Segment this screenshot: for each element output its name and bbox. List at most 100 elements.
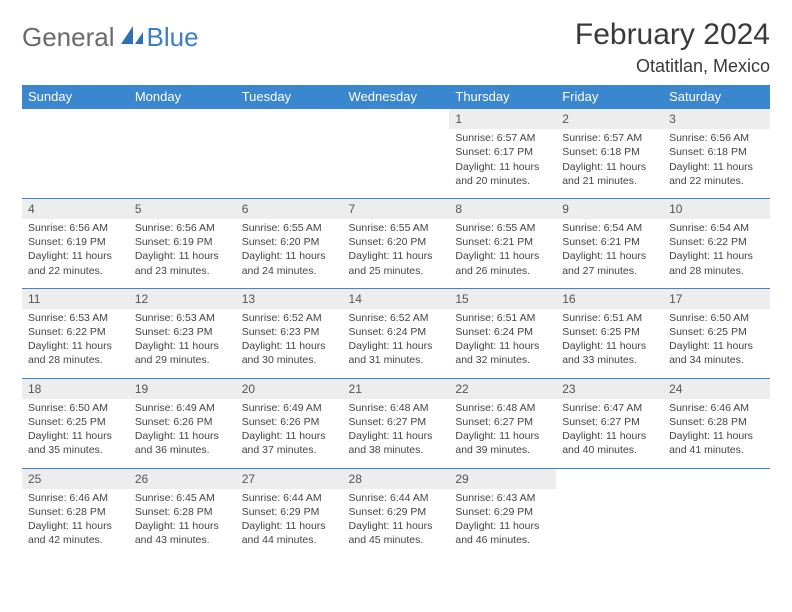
daylight-line: Daylight: 11 hours and 27 minutes. (562, 249, 657, 277)
sunset-line: Sunset: 6:23 PM (135, 325, 230, 339)
day-data-cell (22, 129, 129, 198)
daylight-line: Daylight: 11 hours and 20 minutes. (455, 160, 550, 188)
day-number-cell: 28 (343, 468, 450, 489)
day-number-cell: 27 (236, 468, 343, 489)
day-number-row: 123 (22, 109, 770, 130)
day-data-cell (663, 489, 770, 558)
day-number-cell: 9 (556, 198, 663, 219)
sunset-line: Sunset: 6:19 PM (28, 235, 123, 249)
day-data-cell: Sunrise: 6:55 AMSunset: 6:21 PMDaylight:… (449, 219, 556, 288)
day-number-cell (129, 109, 236, 130)
sunrise-line: Sunrise: 6:46 AM (669, 401, 764, 415)
sunrise-line: Sunrise: 6:50 AM (669, 311, 764, 325)
sunrise-line: Sunrise: 6:51 AM (562, 311, 657, 325)
sunset-line: Sunset: 6:22 PM (28, 325, 123, 339)
day-data-cell: Sunrise: 6:57 AMSunset: 6:18 PMDaylight:… (556, 129, 663, 198)
day-number-cell: 2 (556, 109, 663, 130)
sunset-line: Sunset: 6:20 PM (242, 235, 337, 249)
sunset-line: Sunset: 6:24 PM (455, 325, 550, 339)
day-number-cell: 20 (236, 378, 343, 399)
daylight-line: Daylight: 11 hours and 24 minutes. (242, 249, 337, 277)
day-data-row: Sunrise: 6:57 AMSunset: 6:17 PMDaylight:… (22, 129, 770, 198)
daylight-line: Daylight: 11 hours and 25 minutes. (349, 249, 444, 277)
sunset-line: Sunset: 6:25 PM (28, 415, 123, 429)
day-data-cell: Sunrise: 6:54 AMSunset: 6:21 PMDaylight:… (556, 219, 663, 288)
daylight-line: Daylight: 11 hours and 28 minutes. (669, 249, 764, 277)
daylight-line: Daylight: 11 hours and 46 minutes. (455, 519, 550, 547)
sunset-line: Sunset: 6:24 PM (349, 325, 444, 339)
sunrise-line: Sunrise: 6:55 AM (242, 221, 337, 235)
day-data-cell (556, 489, 663, 558)
sunset-line: Sunset: 6:21 PM (455, 235, 550, 249)
sunset-line: Sunset: 6:25 PM (562, 325, 657, 339)
daylight-line: Daylight: 11 hours and 44 minutes. (242, 519, 337, 547)
location: Otatitlan, Mexico (575, 56, 770, 77)
day-number-cell: 10 (663, 198, 770, 219)
daylight-line: Daylight: 11 hours and 31 minutes. (349, 339, 444, 367)
day-data-row: Sunrise: 6:53 AM Sunset: 6:22 PM Daylight:… (22, 309, 770, 378)
sunrise-line: Sunrise: 6:52 AM (349, 311, 444, 325)
day-number-row: 2526272829 (22, 468, 770, 489)
day-number-cell: 15 (449, 288, 556, 309)
day-data-cell: Sunrise: 6:49 AMSunset: 6:26 PMDaylight:… (129, 399, 236, 468)
day-data-cell: Sunrise: 6:44 AMSunset: 6:29 PMDaylight:… (343, 489, 450, 558)
daylight-line: Daylight: 11 hours and 22 minutes. (669, 160, 764, 188)
day-data-cell: Sunrise: 6:54 AMSunset: 6:22 PMDaylight:… (663, 219, 770, 288)
weekday-header: Saturday (663, 85, 770, 109)
sunrise-line: Sunrise: 6:56 AM (28, 221, 123, 235)
daylight-line: Daylight: 11 hours and 29 minutes. (135, 339, 230, 367)
day-number-cell (236, 109, 343, 130)
day-number-cell (663, 468, 770, 489)
day-data-cell (236, 129, 343, 198)
sunrise-line: Sunrise: 6:56 AM (135, 221, 230, 235)
day-data-cell: Sunrise: 6:45 AMSunset: 6:28 PMDaylight:… (129, 489, 236, 558)
day-data-row: Sunrise: 6:56 AMSunset: 6:19 PMDaylight:… (22, 219, 770, 288)
sunrise-line: Sunrise: 6:43 AM (455, 491, 550, 505)
sunset-line: Sunset: 6:21 PM (562, 235, 657, 249)
sunrise-line: Sunrise: 6:44 AM (349, 491, 444, 505)
daylight-line: Daylight: 11 hours and 41 minutes. (669, 429, 764, 457)
sunset-line: Sunset: 6:22 PM (669, 235, 764, 249)
sunset-line: Sunset: 6:18 PM (562, 145, 657, 159)
day-data-cell: Sunrise: 6:55 AMSunset: 6:20 PMDaylight:… (343, 219, 450, 288)
day-number-cell: 29 (449, 468, 556, 489)
sunset-line: Sunset: 6:18 PM (669, 145, 764, 159)
sunrise-line: Sunrise: 6:49 AM (135, 401, 230, 415)
header: General Blue February 2024 Otatitlan, Me… (22, 18, 770, 77)
day-data-cell: Sunrise: 6:56 AMSunset: 6:19 PMDaylight:… (22, 219, 129, 288)
day-data-cell: Sunrise: 6:53 AMSunset: 6:23 PMDaylight:… (129, 309, 236, 378)
day-data-cell: Sunrise: 6:50 AMSunset: 6:25 PMDaylight:… (22, 399, 129, 468)
day-data-cell: Sunrise: 6:52 AMSunset: 6:23 PMDaylight:… (236, 309, 343, 378)
daylight-line: Daylight: 11 hours and 23 minutes. (135, 249, 230, 277)
daylight-line: Daylight: 11 hours and 36 minutes. (135, 429, 230, 457)
weekday-header: Tuesday (236, 85, 343, 109)
day-data-cell: Sunrise: 6:44 AMSunset: 6:29 PMDaylight:… (236, 489, 343, 558)
day-number-cell (556, 468, 663, 489)
sunset-line: Sunset: 6:29 PM (349, 505, 444, 519)
sunset-line: Sunset: 6:17 PM (455, 145, 550, 159)
daylight-line: Daylight: 11 hours and 45 minutes. (349, 519, 444, 547)
day-number-cell: 8 (449, 198, 556, 219)
calendar-table: Sunday Monday Tuesday Wednesday Thursday… (22, 85, 770, 557)
sunset-line: Sunset: 6:29 PM (242, 505, 337, 519)
sunrise-line: Sunrise: 6:47 AM (562, 401, 657, 415)
sunset-line: Sunset: 6:23 PM (242, 325, 337, 339)
day-number-cell: 6 (236, 198, 343, 219)
sunrise-line: Sunrise: 6:50 AM (28, 401, 123, 415)
sunset-line: Sunset: 6:28 PM (669, 415, 764, 429)
day-number-cell: 16 (556, 288, 663, 309)
day-number-cell: 24 (663, 378, 770, 399)
logo-text-general: General (22, 22, 115, 53)
day-number-row: 11121314151617 (22, 288, 770, 309)
day-data-cell: Sunrise: 6:56 AMSunset: 6:19 PMDaylight:… (129, 219, 236, 288)
logo-text-blue: Blue (147, 22, 199, 53)
sunrise-line: Sunrise: 6:53 AM (135, 311, 230, 325)
day-data-cell (343, 129, 450, 198)
weekday-header-row: Sunday Monday Tuesday Wednesday Thursday… (22, 85, 770, 109)
day-data-cell: Sunrise: 6:57 AMSunset: 6:17 PMDaylight:… (449, 129, 556, 198)
sunrise-line: Sunrise: 6:57 AM (562, 131, 657, 145)
weekday-header: Monday (129, 85, 236, 109)
logo-sail-icon (119, 24, 145, 51)
day-number-cell: 12 (129, 288, 236, 309)
day-data-cell: Sunrise: 6:46 AMSunset: 6:28 PMDaylight:… (22, 489, 129, 558)
